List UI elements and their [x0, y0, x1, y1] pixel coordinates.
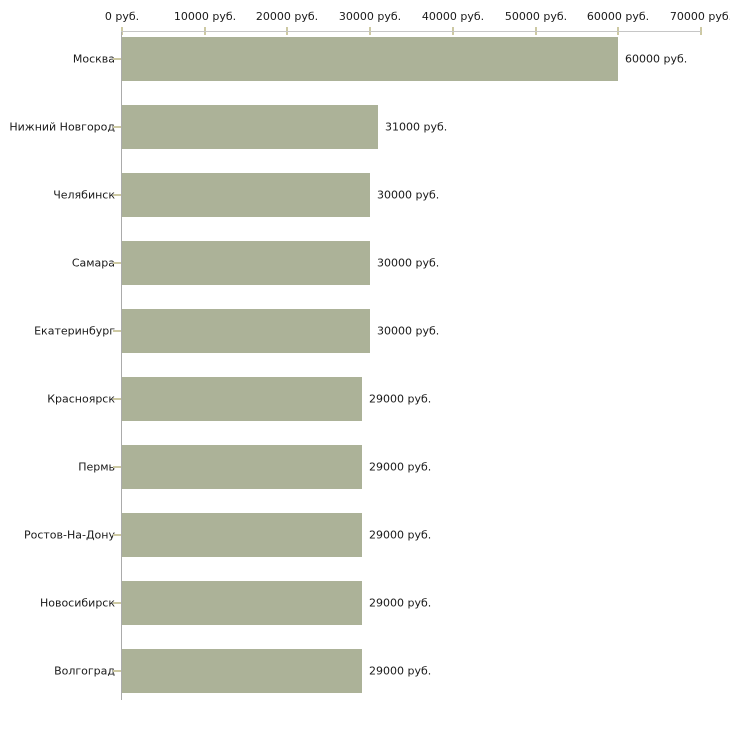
category-label: Челябинск: [53, 188, 115, 202]
bar: [122, 445, 362, 489]
category-label: Ростов-На-Дону: [23, 528, 115, 542]
value-label: 29000 руб.: [369, 392, 432, 406]
y-tick-mark: [113, 330, 121, 332]
bar-row: Красноярск 29000 руб.: [0, 377, 730, 421]
category-label: Екатеринбург: [34, 324, 115, 338]
bar: [122, 241, 370, 285]
y-tick-mark: [113, 602, 121, 604]
bar: [122, 581, 362, 625]
bar-row: Челябинск 30000 руб.: [0, 173, 730, 217]
x-axis-line: [121, 31, 701, 32]
bar: [122, 309, 370, 353]
bar-row: Новосибирск 29000 руб.: [0, 581, 730, 625]
category-label: Пермь: [78, 460, 115, 474]
y-tick-mark: [113, 398, 121, 400]
value-label: 31000 руб.: [385, 120, 448, 134]
x-tick-label: 60000 руб.: [586, 10, 650, 23]
bar-row: Самара 30000 руб.: [0, 241, 730, 285]
bar: [122, 173, 370, 217]
bar-row: Москва 60000 руб.: [0, 37, 730, 81]
bar: [122, 37, 618, 81]
x-tick-label: 20000 руб.: [255, 10, 319, 23]
value-label: 29000 руб.: [369, 596, 432, 610]
category-label: Москва: [72, 52, 115, 66]
y-axis-line: [121, 31, 122, 700]
category-label: Самара: [71, 256, 115, 270]
category-label: Волгоград: [54, 664, 115, 678]
y-tick-mark: [113, 262, 121, 264]
x-tick-label: 40000 руб.: [421, 10, 485, 23]
y-tick-mark: [113, 194, 121, 196]
category-label: Новосибирск: [39, 596, 115, 610]
category-label: Красноярск: [47, 392, 115, 406]
bar: [122, 649, 362, 693]
x-tick-label: 30000 руб.: [338, 10, 402, 23]
bar-row: Волгоград 29000 руб.: [0, 649, 730, 693]
bar-row: Нижний Новгород 31000 руб.: [0, 105, 730, 149]
y-tick-mark: [113, 670, 121, 672]
value-label: 29000 руб.: [369, 528, 432, 542]
bar: [122, 513, 362, 557]
category-label: Нижний Новгород: [9, 120, 115, 134]
bar: [122, 377, 362, 421]
bar-row: Екатеринбург 30000 руб.: [0, 309, 730, 353]
x-tick-label: 10000 руб.: [173, 10, 237, 23]
x-tick-mark: [700, 27, 702, 35]
y-tick-mark: [113, 126, 121, 128]
value-label: 29000 руб.: [369, 460, 432, 474]
bar-row: Пермь 29000 руб.: [0, 445, 730, 489]
value-label: 29000 руб.: [369, 664, 432, 678]
bar: [122, 105, 378, 149]
value-label: 30000 руб.: [377, 188, 440, 202]
x-tick-label: 50000 руб.: [504, 10, 568, 23]
value-label: 30000 руб.: [377, 324, 440, 338]
y-tick-mark: [113, 534, 121, 536]
x-tick-label: 0 руб.: [104, 10, 140, 23]
x-tick-label: 70000 руб.: [669, 10, 730, 23]
value-label: 30000 руб.: [377, 256, 440, 270]
value-label: 60000 руб.: [625, 52, 688, 66]
bar-row: Ростов-На-Дону 29000 руб.: [0, 513, 730, 557]
y-tick-mark: [113, 58, 121, 60]
y-tick-mark: [113, 466, 121, 468]
